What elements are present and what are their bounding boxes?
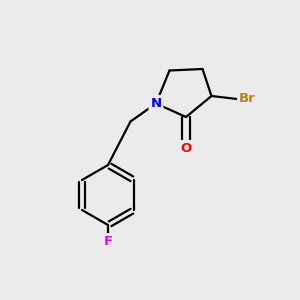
Text: F: F [103,235,112,248]
Text: N: N [150,97,162,110]
Text: O: O [180,142,192,155]
Text: Br: Br [239,92,256,106]
